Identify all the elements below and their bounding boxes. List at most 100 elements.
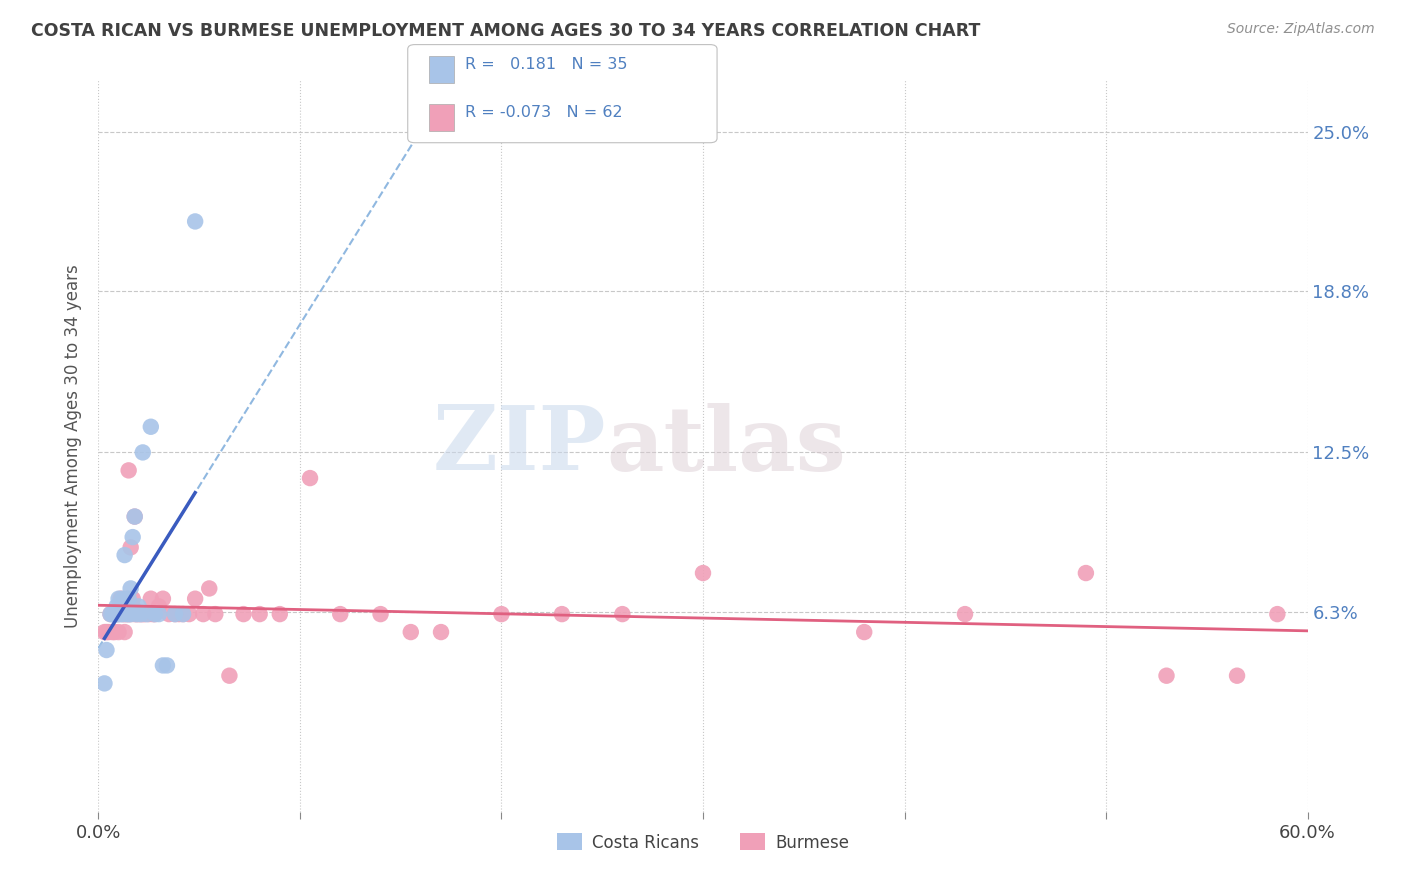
Point	[120, 607, 142, 621]
Point	[1226, 669, 1249, 683]
Point	[125, 607, 148, 621]
Point	[93, 676, 115, 690]
Point	[114, 548, 136, 562]
Legend: Costa Ricans, Burmese: Costa Ricans, Burmese	[550, 827, 856, 858]
Point	[167, 607, 190, 621]
Point	[179, 607, 201, 621]
Point	[111, 591, 134, 606]
Point	[184, 591, 207, 606]
Point	[121, 530, 143, 544]
Point	[430, 625, 453, 640]
Point	[118, 607, 141, 621]
Point	[93, 625, 115, 640]
Point	[491, 607, 513, 621]
Point	[96, 643, 118, 657]
Point	[124, 509, 146, 524]
Point	[118, 463, 141, 477]
Point	[163, 607, 186, 621]
Point	[103, 625, 125, 640]
Point	[105, 607, 128, 621]
Point	[551, 607, 574, 621]
Text: COSTA RICAN VS BURMESE UNEMPLOYMENT AMONG AGES 30 TO 34 YEARS CORRELATION CHART: COSTA RICAN VS BURMESE UNEMPLOYMENT AMON…	[31, 22, 980, 40]
Point	[111, 607, 134, 621]
Point	[118, 607, 141, 621]
Point	[107, 607, 129, 621]
Point	[96, 625, 118, 640]
Point	[692, 566, 714, 580]
Point	[111, 607, 134, 621]
Point	[114, 625, 136, 640]
Point	[105, 607, 128, 621]
Point	[125, 607, 148, 621]
Point	[329, 607, 352, 621]
Point	[110, 591, 132, 606]
Point	[1074, 566, 1097, 580]
Point	[299, 471, 322, 485]
Point	[120, 582, 142, 596]
Text: R =   0.181   N = 35: R = 0.181 N = 35	[465, 57, 628, 71]
Point	[101, 625, 124, 640]
Point	[148, 607, 170, 621]
Point	[121, 599, 143, 614]
Point	[124, 607, 146, 621]
Point	[121, 591, 143, 606]
Point	[953, 607, 976, 621]
Point	[132, 607, 155, 621]
Point	[232, 607, 254, 621]
Point	[370, 607, 392, 621]
Point	[100, 607, 122, 621]
Point	[107, 591, 129, 606]
Point	[115, 599, 138, 614]
Point	[142, 607, 165, 621]
Point	[249, 607, 271, 621]
Point	[612, 607, 634, 621]
Point	[139, 591, 162, 606]
Point	[143, 607, 166, 621]
Point	[1156, 669, 1178, 683]
Point	[163, 607, 186, 621]
Point	[143, 607, 166, 621]
Point	[115, 607, 138, 621]
Point	[120, 541, 142, 555]
Point	[129, 607, 152, 621]
Point	[115, 607, 138, 621]
Y-axis label: Unemployment Among Ages 30 to 34 years: Unemployment Among Ages 30 to 34 years	[63, 264, 82, 628]
Point	[129, 607, 152, 621]
Text: R = -0.073   N = 62: R = -0.073 N = 62	[465, 105, 623, 120]
Point	[193, 607, 215, 621]
Point	[114, 607, 136, 621]
Point	[218, 669, 240, 683]
Point	[120, 607, 142, 621]
Text: atlas: atlas	[606, 402, 846, 490]
Point	[105, 599, 128, 614]
Point	[115, 591, 138, 606]
Point	[152, 591, 174, 606]
Text: Source: ZipAtlas.com: Source: ZipAtlas.com	[1227, 22, 1375, 37]
Point	[114, 599, 136, 614]
Point	[118, 591, 141, 606]
Point	[100, 607, 122, 621]
Point	[148, 599, 170, 614]
Point	[128, 607, 150, 621]
Point	[132, 445, 155, 459]
Point	[198, 582, 221, 596]
Point	[134, 607, 156, 621]
Point	[97, 625, 120, 640]
Point	[124, 509, 146, 524]
Point	[172, 607, 194, 621]
Point	[128, 599, 150, 614]
Point	[152, 658, 174, 673]
Point	[204, 607, 226, 621]
Point	[107, 607, 129, 621]
Point	[853, 625, 876, 640]
Point	[1267, 607, 1289, 621]
Point	[157, 607, 180, 621]
Point	[107, 625, 129, 640]
Point	[156, 658, 179, 673]
Point	[184, 214, 207, 228]
Point	[269, 607, 291, 621]
Point	[399, 625, 422, 640]
Text: ZIP: ZIP	[433, 402, 606, 490]
Point	[172, 607, 194, 621]
Point	[138, 607, 160, 621]
